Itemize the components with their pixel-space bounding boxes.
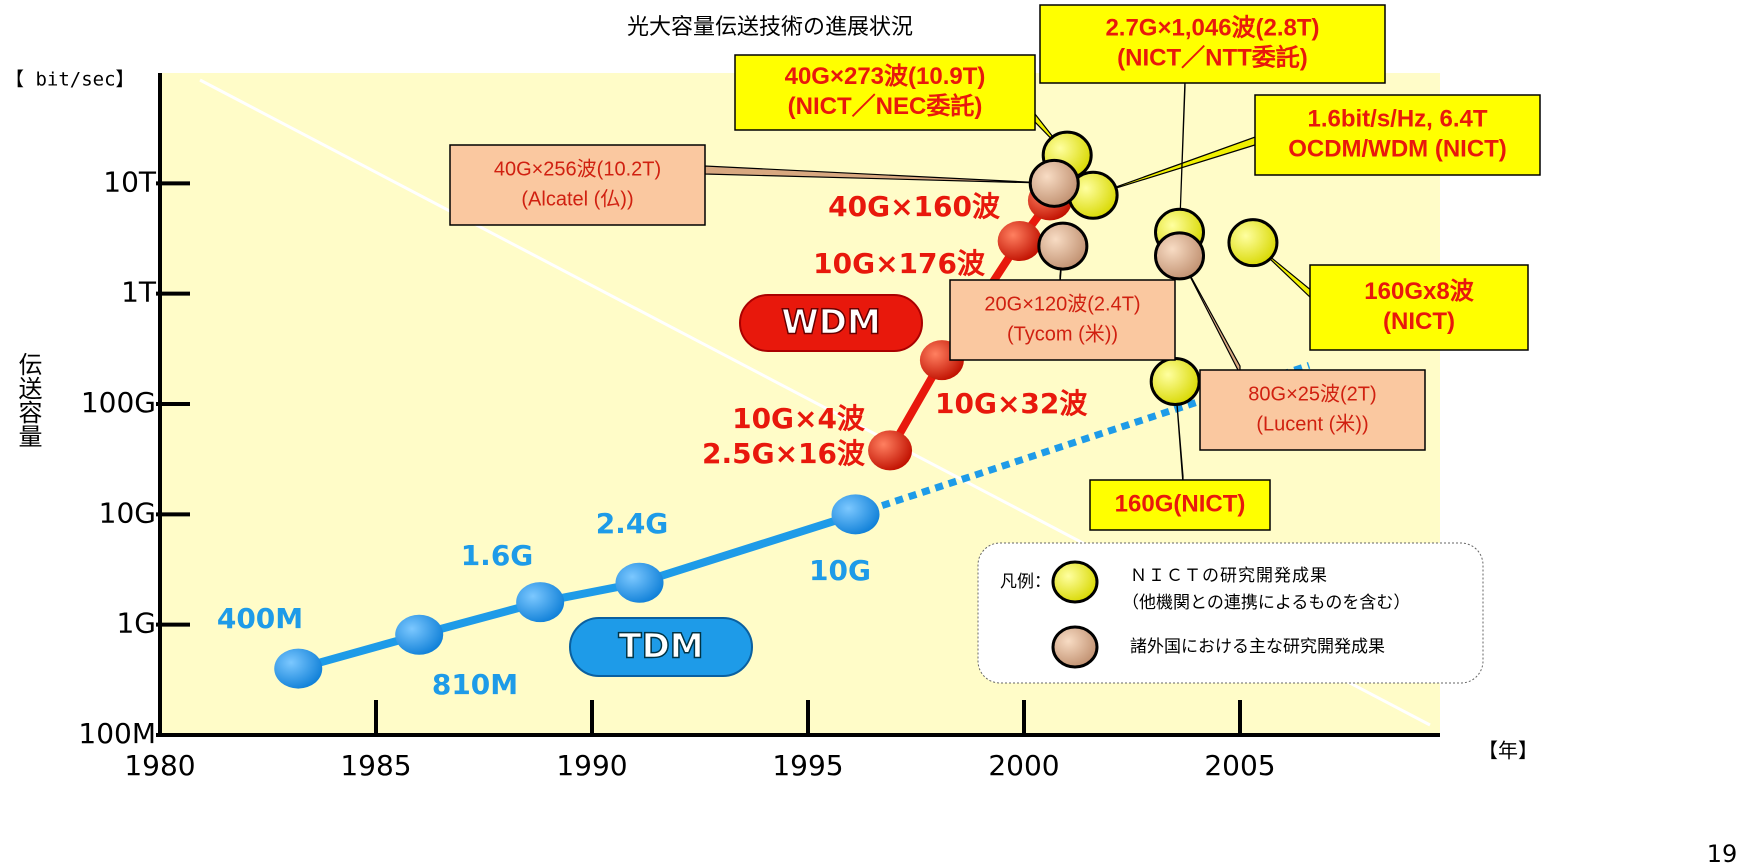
data-label: 1.6G [461,539,534,572]
callout-label: 2.7G×1,046波(2.8T) [1105,14,1319,41]
y-unit: 【 bit/sec】 [5,69,135,91]
point [1154,231,1206,281]
x-unit: 【年】 [1478,739,1538,763]
callout-label: (Lucent (米)) [1256,412,1368,435]
data-label: 2.4G [596,507,669,540]
callout-label: 80G×25波(2T) [1248,382,1376,405]
x-tick-label: 1985 [340,749,411,782]
callout-box [1089,479,1271,531]
callout-label: (NICT／NEC委託) [788,92,983,120]
callout-label: (NICT／NTT委託) [1117,43,1308,71]
y-tick-label: 100M [78,717,156,750]
callout-box [1254,94,1541,176]
callout-box [949,279,1176,361]
page-number: 19 [1707,840,1738,868]
y-tick-label: 1G [116,607,156,640]
x-tick-label: 2000 [988,749,1059,782]
x-tick-label: 1980 [124,749,195,782]
y-tick-label: 10T [103,165,157,198]
callout-box [1309,264,1529,351]
callout-label: (Tycom (米)) [1007,322,1118,345]
data-label: 400M [217,602,303,635]
point-label: 10G×176波 [813,247,986,280]
badge: WDM TDM [569,294,923,677]
point-label: 10G×32波 [935,387,1088,420]
legend: 凡例： ＮＩＣＴの研究開発成果 （他機関との連携によるものを含む） 諸外国におけ… [977,542,1484,684]
data-label: 10G [809,554,871,587]
point-label: 2.5G×16波 [702,437,866,470]
point [516,582,565,623]
callout-box [734,54,1036,131]
chart-title: 光大容量伝送技術の進展状況 [627,15,913,40]
point [395,614,444,655]
point-label: 10G×4波 [732,402,866,435]
callout-label: 1.6bit/s/Hz, 6.4T [1307,105,1487,132]
point [274,648,323,689]
legend-title: 凡例： [1000,572,1051,592]
y-tick-label: 10G [99,496,156,529]
callout-label: 20G×120波(2.4T) [984,292,1140,315]
callout-label: 40G×256波(10.2T) [494,157,661,180]
callout-box [449,144,706,226]
point [1028,158,1080,208]
callout-label: 160G(NICT) [1115,490,1246,517]
callout-label: 160Gx8波 [1364,278,1474,305]
callout-label: OCDM/WDM (NICT) [1288,135,1507,162]
callout-label: 40G×273波(10.9T) [785,63,986,90]
x-tick-label: 2005 [1204,749,1275,782]
point-label: 40G×160波 [828,190,1001,223]
point [615,562,664,603]
wdm-badge-label: WDM [781,303,881,343]
y-tick-label: 100G [81,386,156,419]
point [997,221,1042,262]
point [1227,218,1279,268]
legend-label: 諸外国における主な研究開発成果 [1130,637,1385,657]
x-tick-label: 1990 [556,749,627,782]
point [1037,221,1089,271]
point [831,494,880,535]
y-axis-label: 伝送容量 [14,352,42,448]
legend-label: ＮＩＣＴの研究開発成果 [1130,566,1328,586]
callout-label: (Alcatel (仏)) [521,188,633,210]
tdm-badge-label: TDM [618,627,703,667]
legend-note: （他機関との連携によるものを含む） [1122,593,1410,613]
callout-box [1039,4,1386,84]
y-tick-label: 1T [121,276,157,309]
data-label: 810M [432,668,518,701]
point [868,430,913,471]
callout-label: (NICT) [1383,308,1455,335]
point [1149,356,1201,406]
callout-box [1199,369,1426,451]
x-tick-label: 1995 [772,749,843,782]
